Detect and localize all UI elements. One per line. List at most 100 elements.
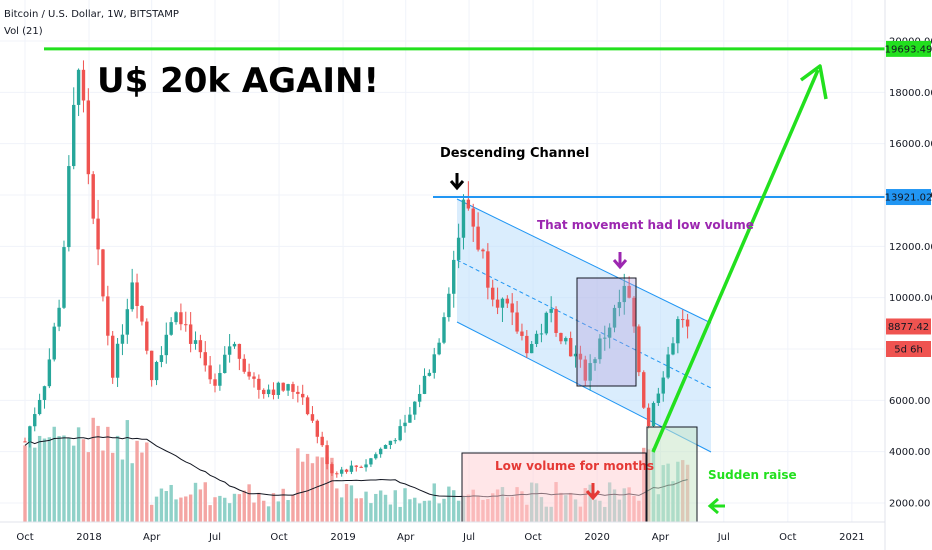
candle-body: [681, 319, 685, 321]
price-label-tag[interactable]: [886, 318, 931, 335]
x-tick-label: 2020: [584, 532, 609, 543]
volume-bar: [218, 495, 222, 522]
candle-body: [213, 379, 217, 386]
channel-fill[interactable]: [457, 199, 711, 452]
candle-body: [500, 298, 505, 308]
price-label-tag[interactable]: [886, 341, 931, 357]
annotations[interactable]: U$ 20k AGAIN! Descending Channel That move…: [44, 47, 885, 523]
projection-arrow[interactable]: [651, 69, 820, 453]
candle-body: [198, 340, 203, 353]
candle-body: [471, 208, 475, 227]
x-tick-label: Oct: [524, 532, 541, 543]
candle-body: [417, 393, 422, 402]
price-label-text: 5d 6h: [894, 345, 923, 356]
candle-body: [598, 338, 602, 360]
candle-body: [47, 359, 52, 387]
candle-body: [554, 308, 558, 333]
volume-bar: [354, 498, 358, 522]
candle-body: [237, 343, 242, 359]
candle-body: [617, 302, 622, 308]
channel-mid-line[interactable]: [456, 259, 712, 389]
candle-body: [115, 343, 120, 378]
candle-body: [525, 335, 529, 354]
volume-bar: [110, 452, 115, 522]
volume-bar: [101, 450, 105, 522]
volume-bar: [188, 494, 193, 522]
candle-body: [607, 327, 612, 338]
candle-body: [110, 335, 115, 378]
volume-bar: [330, 457, 334, 522]
candle-body: [612, 307, 617, 328]
volume-bar: [86, 452, 91, 522]
candle-body: [91, 174, 95, 219]
price-axis-bg: [885, 0, 932, 550]
volume-bar: [115, 435, 120, 522]
y-tick-label: 10000.00: [889, 293, 932, 304]
volume-bar: [393, 490, 397, 522]
candle-body: [257, 378, 261, 390]
volume-bar: [369, 503, 373, 522]
candle-body: [76, 69, 81, 105]
price-label-tag[interactable]: [886, 189, 931, 206]
volume-bar: [447, 486, 451, 522]
candle-body: [486, 251, 490, 288]
volume-bar: [442, 498, 446, 522]
volume-bar: [164, 491, 168, 522]
candle-body: [374, 454, 378, 459]
x-tick-label: Jul: [462, 532, 475, 543]
x-tick-label: Apr: [143, 532, 161, 543]
candle-body: [252, 376, 256, 379]
candle-body: [335, 473, 339, 475]
volume-bar: [125, 420, 130, 522]
volume-bar: [223, 497, 227, 522]
volume-bar: [174, 499, 178, 522]
candle-body: [145, 321, 149, 351]
x-tick-label: Apr: [652, 532, 670, 543]
candle-body: [330, 464, 334, 474]
candle-body: [661, 377, 665, 394]
price-label-tag[interactable]: [886, 40, 931, 57]
descending-channel-arrow-icon-head: [449, 180, 465, 191]
candle-body: [578, 353, 583, 360]
candle-body: [276, 382, 281, 395]
candle-body: [588, 363, 592, 381]
candle-body: [642, 372, 646, 408]
volume-bar: [432, 483, 436, 522]
volume-bar: [456, 500, 461, 522]
channel-upper-line[interactable]: [456, 198, 712, 324]
volume-bar: [140, 452, 144, 522]
candle-body: [23, 441, 27, 443]
candle-body: [57, 307, 61, 327]
candle-body: [559, 332, 563, 342]
volume-bar: [76, 427, 81, 522]
low-volume-movement-arrow-icon-head: [612, 259, 628, 270]
low-volume-movement-box[interactable]: [576, 277, 637, 387]
sudden-raise-box[interactable]: [646, 426, 698, 523]
candle-body: [627, 285, 631, 298]
candle-body: [378, 448, 383, 455]
volume-bar: [320, 457, 324, 522]
candle-body: [564, 338, 568, 342]
volume-bar: [427, 500, 432, 522]
volume-bar: [281, 488, 285, 522]
volume-bar: [23, 445, 27, 522]
candle-body: [140, 306, 144, 322]
candle-body: [388, 440, 393, 446]
candle-body: [383, 445, 388, 449]
candle-body: [37, 399, 42, 415]
candle-body: [120, 334, 125, 344]
descending-channel[interactable]: [456, 198, 712, 453]
y-tick-label: 16000.00: [889, 139, 932, 150]
volume-bar: [305, 453, 310, 522]
volume-bar: [52, 426, 56, 522]
price-label-text: 19693.49: [885, 44, 932, 55]
volume-bar: [203, 482, 207, 522]
volume-bar: [335, 488, 339, 522]
volume-bar: [408, 499, 412, 522]
candle-body: [96, 218, 100, 250]
candle-body: [573, 353, 578, 357]
volume-bar: [67, 437, 71, 522]
candle-body: [174, 312, 178, 323]
volume-bar: [310, 463, 315, 522]
